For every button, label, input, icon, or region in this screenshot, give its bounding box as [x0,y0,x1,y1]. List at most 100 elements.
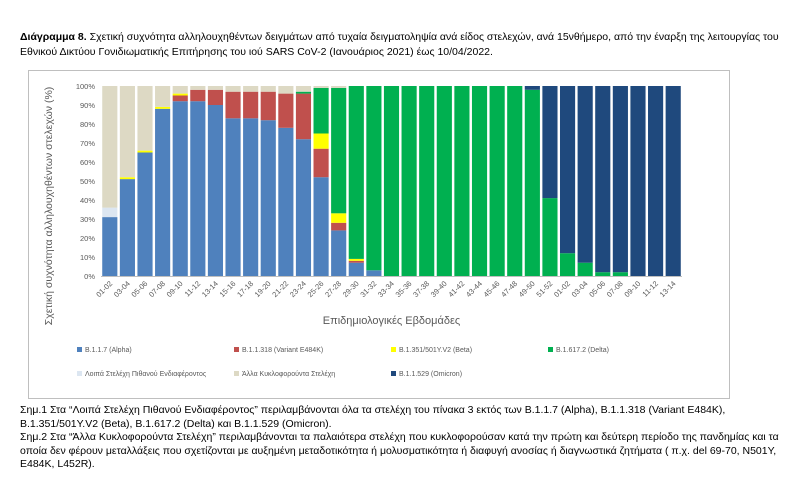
bar-segment [648,86,664,276]
x-tick-label: 13-14 [200,279,220,299]
bar-segment [243,86,259,92]
bar-segment [295,93,312,140]
x-tick-label: 09-10 [165,279,185,299]
y-tick-label: 50% [80,177,95,186]
bar-segment [313,86,329,88]
bar-segment [454,86,470,276]
chart-caption: Διάγραμμα 8. Σχετική συχνότητα αλληλουχη… [20,30,780,60]
bar-segment [155,86,171,107]
bar-segment [225,91,241,119]
x-tick-label: 47-48 [499,279,519,299]
legend-label: B.1.1.529 (Omicron) [399,371,462,378]
bar-segment [260,91,276,121]
y-axis-title: Σχετική συχνότητα αλληλουχηθέντων στελεχ… [43,87,55,326]
bar-segment [313,177,329,276]
x-tick-label: 45-46 [482,279,502,299]
bar-segment [542,198,558,276]
bar-segment [155,106,171,109]
bar-segment [313,148,329,178]
x-tick-label: 51-52 [534,279,554,299]
bar-segment [137,152,153,276]
note-1: Σημ.1 Στα “Λοιπά Στελέχη Πιθανού Ενδιαφέ… [20,404,726,430]
bar-segment [595,86,611,273]
bar-segment [190,89,206,102]
legend-label: Λοιπά Στελέχη Πιθανού Ενδιαφέροντος [85,370,207,378]
y-tick-label: 100% [76,82,96,91]
legend-swatch [234,371,239,376]
bar-segment [313,133,329,149]
bar-segment [348,262,364,276]
bar-segment [278,127,294,276]
bar-segment [102,207,118,218]
x-tick-label: 01-02 [94,279,114,299]
bar-segment [383,86,400,276]
bar-segment [542,86,558,199]
legend-swatch [77,371,82,376]
x-tick-label: 07-08 [605,279,625,299]
legend-swatch [548,347,553,352]
x-tick-label: 29-30 [341,279,361,299]
bar-segment [207,86,224,90]
y-tick-label: 30% [80,215,95,224]
bar-segment [119,179,135,276]
y-tick-label: 20% [80,234,95,243]
bar-segment [595,272,611,276]
legend-label: B.1.1.318 (Variant E484K) [242,347,323,354]
bar-segment [172,93,188,96]
bar-segment [665,86,681,276]
bar-segment [225,118,241,276]
bar-segment [348,258,364,261]
x-tick-label: 39-40 [429,279,449,299]
bar-segment [137,86,153,151]
x-tick-label: 49-50 [517,279,537,299]
x-tick-label: 35-36 [394,279,414,299]
x-tick-label: 11-12 [183,279,203,299]
x-tick-label: 17-18 [235,279,255,299]
bar-segment [612,86,628,273]
x-tick-label: 43-44 [464,279,484,299]
bar-segment [577,86,593,263]
bar-segment [331,230,347,276]
bar-segment [348,86,364,259]
y-tick-label: 80% [80,120,95,129]
x-tick-label: 05-06 [587,279,607,299]
bar-segment [612,272,628,276]
bar-segment [172,95,188,102]
x-axis-title: Επιδημιολογικές Εβδομάδες [323,315,460,327]
x-tick-label: 01-02 [552,279,572,299]
bar-segment [366,86,382,271]
bar-segment [559,86,576,254]
bar-segment [630,86,646,276]
bar-segment [331,222,347,231]
bar-segment [295,86,312,92]
x-tick-label: 41-42 [446,279,466,299]
bar-segment [507,86,523,276]
x-tick-label: 37-38 [411,279,431,299]
bar-segment [348,260,364,263]
x-tick-label: 15-16 [218,279,238,299]
x-tick-label: 27-28 [323,279,343,299]
bar-segment [524,89,540,276]
bar-segment [119,86,135,178]
y-tick-label: 60% [80,158,95,167]
bar-segment [155,108,171,276]
x-tick-label: 13-14 [658,279,678,299]
x-tick-label: 07-08 [147,279,167,299]
x-tick-label: 03-04 [570,279,590,299]
y-tick-label: 40% [80,196,95,205]
bar-segment [207,89,224,105]
bar-segment [260,120,276,276]
bar-segment [243,118,259,276]
x-tick-label: 25-26 [306,279,326,299]
y-tick-label: 10% [80,253,95,262]
bar-segment [172,101,188,276]
chart-frame [28,70,730,399]
bar-segment [471,86,488,276]
bar-segment [119,177,135,180]
x-tick-label: 03-04 [112,279,132,299]
bar-segment [419,86,435,276]
bar-segment [331,213,347,223]
bar-segment [102,86,118,208]
legend-label: B.1.617.2 (Delta) [556,347,609,354]
